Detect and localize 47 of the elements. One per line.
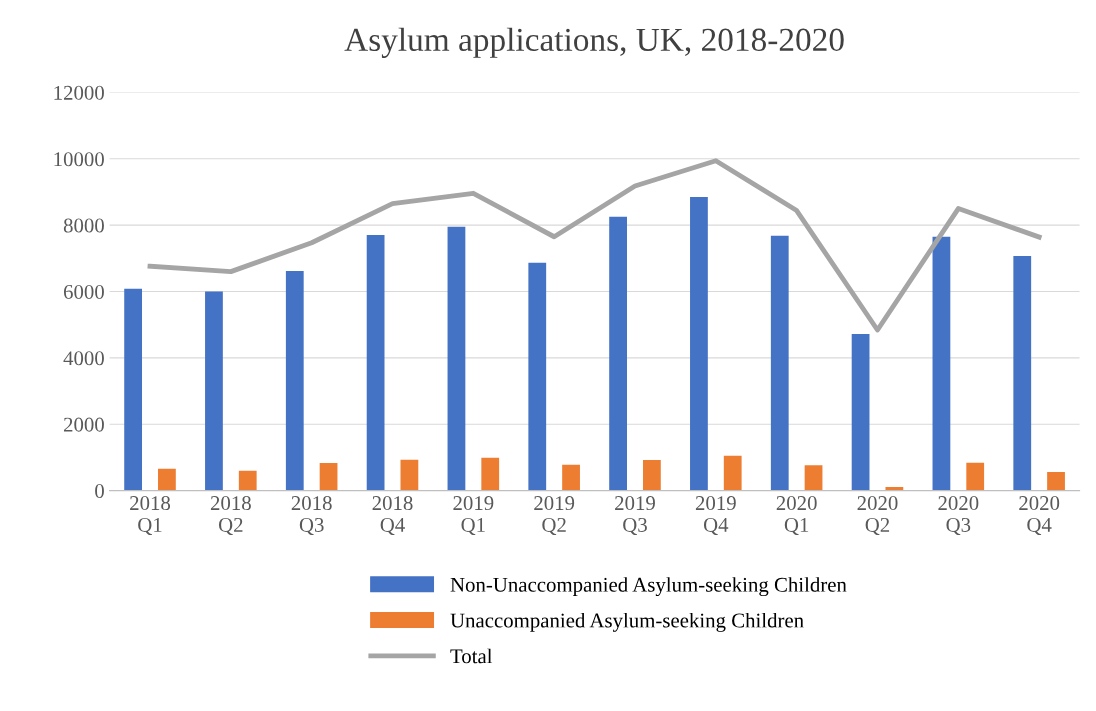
bar: [966, 462, 985, 491]
legend-label: Unaccompanied Asylum-seeking Children: [450, 612, 804, 632]
y-tick-label: 0: [95, 483, 104, 499]
chart-title: Asylum applications, UK, 2018-2020: [344, 27, 844, 58]
bar: [400, 459, 419, 491]
x-tick-label: 2019 Q3: [615, 496, 655, 536]
bar: [562, 464, 580, 491]
legend-label: Total: [450, 648, 493, 664]
x-tick-label: 2019 Q2: [534, 496, 575, 536]
x-tick-label: 2020 Q3: [938, 496, 979, 536]
x-tick-label: 2019 Q4: [695, 496, 736, 536]
bar: [690, 196, 708, 491]
bar: [124, 288, 143, 491]
bar: [205, 291, 223, 491]
x-tick-label: 2020 Q4: [1019, 496, 1060, 536]
y-tick-label: 12000: [54, 85, 104, 100]
bar: [932, 236, 951, 491]
bar: [643, 460, 661, 491]
x-tick-label: 2018 Q1: [130, 496, 171, 536]
bar: [366, 235, 385, 491]
bar: [770, 235, 789, 491]
x-tick-label: 2018 Q4: [372, 496, 413, 536]
bar: [285, 270, 304, 491]
line-series: [147, 158, 1042, 333]
x-tick-label: 2020 Q1: [776, 496, 817, 536]
bar: [447, 226, 466, 491]
bar: [238, 470, 257, 491]
bar: [851, 333, 870, 491]
y-tick-label: 10000: [54, 152, 104, 167]
y-tick-label: 8000: [63, 218, 104, 233]
bar: [1047, 472, 1065, 491]
bar: [609, 216, 627, 491]
bar: [528, 262, 547, 491]
x-tick-label: 2020 Q2: [857, 496, 898, 536]
y-tick-label: 6000: [63, 284, 104, 299]
bar: [319, 463, 338, 491]
y-tick-label: 4000: [63, 351, 104, 366]
y-tick-label: 2000: [63, 417, 104, 432]
x-tick-label: 2018 Q3: [291, 496, 332, 536]
x-tick-label: 2018 Q2: [210, 496, 251, 536]
legend-label: Non-Unaccompanied Asylum-seeking Children: [450, 577, 847, 597]
bar: [158, 468, 176, 491]
bar: [1013, 256, 1032, 491]
bar: [723, 455, 742, 491]
x-tick-label: 2019 Q1: [453, 496, 494, 536]
bar: [481, 457, 500, 491]
bar: [804, 465, 823, 491]
